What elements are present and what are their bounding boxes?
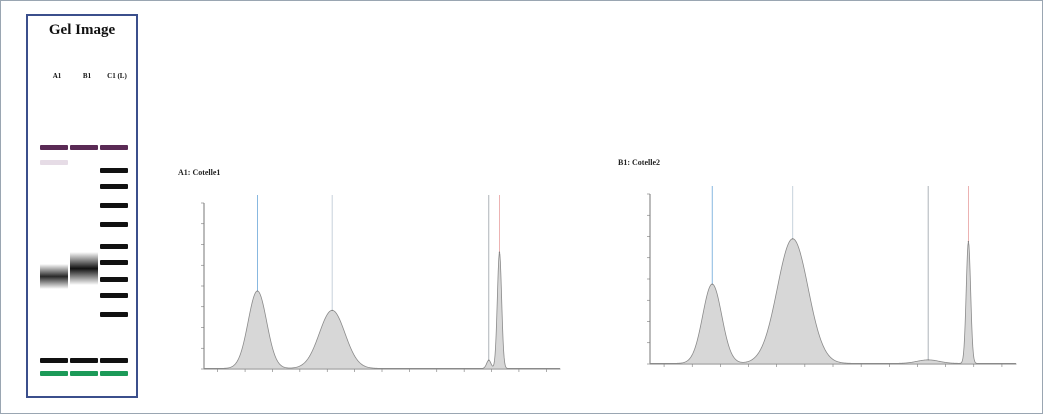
peak-point (498, 251, 501, 253)
electropherogram-trace (649, 238, 1017, 365)
electropherogram-trace (203, 251, 561, 370)
gel-band (100, 144, 128, 150)
peak-point (711, 283, 713, 285)
gel-band (100, 276, 128, 282)
gel-band (100, 167, 128, 173)
gel-band (100, 244, 128, 250)
peak-point (256, 290, 258, 292)
gel-band (40, 358, 68, 364)
gel-band (100, 260, 128, 266)
gel-lane-c1 (100, 116, 128, 388)
chart-title-b1: B1: Cotelle2 (618, 158, 660, 167)
gel-lane-b1 (70, 116, 98, 388)
gel-band (100, 370, 128, 376)
peak-point (331, 309, 333, 311)
peak-point (967, 240, 970, 243)
peak-point (488, 359, 490, 361)
gel-band (100, 222, 128, 228)
gel-band (100, 293, 128, 299)
gel-band (70, 370, 98, 376)
gel-band (100, 203, 128, 209)
gel-band (70, 358, 98, 364)
gel-band (40, 144, 68, 150)
gel-band (100, 312, 128, 318)
electropherogram-a1 (201, 195, 561, 372)
gel-band (70, 144, 98, 150)
electropherogram-b1 (647, 186, 1017, 367)
gel-lanes (38, 116, 130, 388)
chart-title-a1: A1: Cotelle1 (178, 168, 221, 177)
gel-image-panel: Gel Image A1 B1 C1 (L) (26, 14, 138, 398)
lane-label-b1: B1 (82, 72, 92, 80)
lane-label-a1: A1 (52, 72, 62, 80)
peak-point (927, 359, 929, 361)
gel-band (100, 184, 128, 190)
lane-label-c1: C1 (L) (107, 72, 127, 80)
gel-lane-a1 (40, 116, 68, 388)
gel-band (40, 159, 68, 165)
peak-point (792, 238, 794, 240)
gel-band (70, 252, 98, 285)
gel-band (100, 358, 128, 364)
gel-image-title: Gel Image (48, 22, 116, 38)
gel-band (40, 370, 68, 376)
gel-band (40, 264, 68, 289)
